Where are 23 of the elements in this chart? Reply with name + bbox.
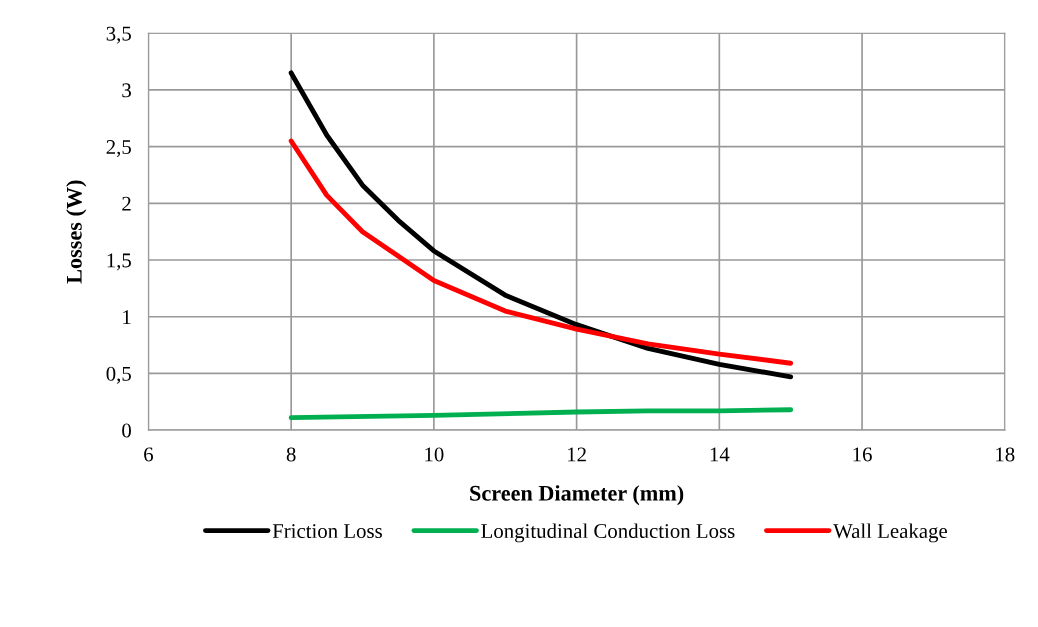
- y-tick-label: 2,5: [106, 140, 131, 158]
- x-tick-label: 16: [853, 447, 872, 462]
- y-tick-label: 1,5: [107, 253, 131, 271]
- x-tick-label: 10: [425, 447, 444, 462]
- legend-label: Friction Loss: [272, 524, 382, 539]
- x-tick-label: 14: [710, 447, 730, 462]
- line-series: [288, 407, 794, 421]
- y-tick-label: 0: [122, 423, 131, 438]
- y-axis-title: Losses (W): [66, 180, 87, 284]
- x-tick-label: 12: [568, 447, 586, 462]
- y-tick-label: 2: [122, 196, 131, 211]
- y-tick-label: 3,5: [106, 26, 131, 44]
- legend-label: Longitudinal Conduction Loss: [481, 523, 735, 543]
- x-tick-label: 18: [996, 447, 1015, 462]
- x-tick-label: 6: [144, 447, 154, 462]
- x-axis-title: Screen Diameter (mm): [470, 485, 684, 506]
- y-tick-label: 1: [123, 310, 131, 324]
- line-series: [288, 70, 794, 380]
- y-tick-label: 3: [122, 83, 131, 98]
- legend-label: Wall Leakage: [833, 523, 947, 543]
- line-series: [288, 138, 794, 366]
- y-tick-label: 0,5: [106, 366, 131, 384]
- x-tick-label: 8: [286, 447, 296, 462]
